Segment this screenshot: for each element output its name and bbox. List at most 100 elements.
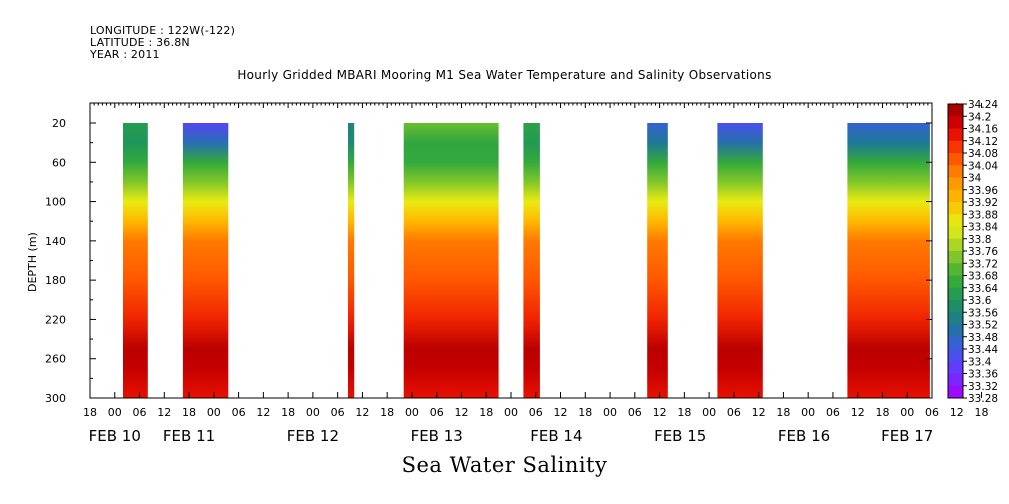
colorbar-cell	[948, 385, 963, 399]
colorbar-label: 33.32	[968, 381, 998, 393]
x-tick-label: 06	[232, 406, 246, 419]
colorbar-cell	[948, 177, 963, 191]
y-tick-label: 260	[45, 353, 66, 366]
colorbar-label: 33.72	[968, 258, 998, 270]
x-tick-label: 12	[752, 406, 766, 419]
data-segment	[182, 123, 229, 398]
colorbar-cell	[948, 226, 963, 240]
x-tick-label: 18	[281, 406, 295, 419]
colorbar-cell	[948, 275, 963, 289]
colorbar-cell	[948, 153, 963, 166]
date-label: FEB 11	[163, 427, 215, 445]
colorbar-label: 34.2	[968, 111, 991, 123]
colorbar-label: 34	[968, 173, 982, 185]
x-tick-label: 00	[108, 406, 122, 419]
x-tick-label: 06	[430, 406, 444, 419]
colorbar-cell	[948, 349, 963, 362]
x-tick-label: 18	[578, 406, 592, 419]
x-tick-label: 06	[133, 406, 147, 419]
colorbar-cell	[948, 202, 963, 215]
y-tick-label: 100	[45, 196, 66, 209]
colorbar-cell	[948, 128, 963, 142]
colorbar-label: 33.48	[968, 332, 998, 344]
y-tick-label: 20	[52, 117, 66, 130]
colorbar-cell	[948, 165, 963, 178]
x-tick-label: 06	[925, 406, 939, 419]
x-tick-label: 18	[479, 406, 493, 419]
colorbar-cell	[948, 373, 963, 387]
colorbar-label: 33.84	[968, 222, 998, 234]
data-segment	[717, 123, 763, 398]
x-tick-label: 00	[801, 406, 815, 419]
x-tick-label: 18	[677, 406, 691, 419]
x-tick-label: 00	[702, 406, 716, 419]
colorbar-cell	[948, 300, 963, 313]
variable-title: Sea Water Salinity	[401, 453, 608, 477]
data-segment	[348, 123, 355, 398]
colorbar-label: 33.56	[968, 307, 998, 319]
date-label: FEB 13	[411, 427, 463, 445]
x-tick-label: 18	[83, 406, 97, 419]
colorbar-cell	[948, 116, 963, 129]
data-segment	[403, 123, 499, 398]
colorbar-label: 34.04	[968, 160, 998, 172]
colorbar-label: 33.4	[968, 356, 992, 368]
colorbar-label: 33.28	[968, 393, 998, 405]
x-tick-label: 12	[851, 406, 865, 419]
x-tick-label: 00	[900, 406, 914, 419]
y-tick-label: 220	[45, 313, 66, 326]
colorbar-cell	[948, 336, 963, 350]
colorbar-label: 34.24	[968, 99, 998, 111]
x-tick-label: 12	[454, 406, 468, 419]
colorbar-cell	[948, 287, 963, 301]
colorbar-cell	[948, 214, 963, 227]
colorbar-label: 33.44	[968, 344, 998, 356]
data-segment	[647, 123, 668, 398]
colorbar-label: 33.76	[968, 246, 998, 258]
x-tick-label: 12	[157, 406, 171, 419]
colorbar-label: 33.64	[968, 283, 998, 295]
colorbar-cell	[948, 324, 963, 338]
colorbar-cell	[948, 263, 963, 276]
x-tick-label: 12	[256, 406, 270, 419]
colorbar-label: 33.88	[968, 209, 998, 221]
colorbar-cell	[948, 140, 963, 154]
x-tick-label: 00	[405, 406, 419, 419]
x-tick-label: 12	[653, 406, 667, 419]
longitude-label: LONGITUDE : 122W(-122)	[90, 24, 236, 37]
chart-title: Hourly Gridded MBARI Mooring M1 Sea Wate…	[237, 68, 772, 82]
date-label: FEB 17	[881, 427, 933, 445]
colorbar-label: 34.08	[968, 148, 998, 160]
date-label: FEB 10	[89, 427, 141, 445]
colorbar-label: 34.12	[968, 136, 998, 148]
x-tick-label: 06	[331, 406, 345, 419]
colorbar-label: 33.6	[968, 295, 992, 307]
x-tick-label: 18	[975, 406, 989, 419]
x-tick-label: 00	[306, 406, 320, 419]
colorbar-cell	[948, 189, 963, 203]
colorbar-label: 33.36	[968, 369, 998, 381]
data-segment	[523, 123, 540, 398]
colorbar-label: 33.92	[968, 197, 998, 209]
x-tick-label: 18	[776, 406, 790, 419]
colorbar-label: 34.16	[968, 124, 998, 136]
date-label: FEB 14	[530, 427, 582, 445]
year-label: YEAR : 2011	[90, 48, 160, 61]
colorbar-label: 33.68	[968, 271, 998, 283]
x-tick-label: 18	[182, 406, 196, 419]
colorbar-cell	[948, 104, 963, 117]
y-tick-label: 60	[52, 156, 66, 169]
colorbar-label: 33.96	[968, 185, 998, 197]
x-tick-label: 18	[380, 406, 394, 419]
x-tick-label: 06	[628, 406, 642, 419]
y-tick-label: 180	[45, 274, 66, 287]
colorbar-label: 33.8	[968, 234, 991, 246]
x-tick-label: 00	[504, 406, 518, 419]
x-tick-label: 06	[826, 406, 840, 419]
colorbar-cell	[948, 251, 963, 264]
x-tick-label: 12	[554, 406, 568, 419]
colorbar-label: 33.52	[968, 320, 998, 332]
colorbar-cell	[948, 238, 963, 252]
x-tick-label: 18	[875, 406, 889, 419]
